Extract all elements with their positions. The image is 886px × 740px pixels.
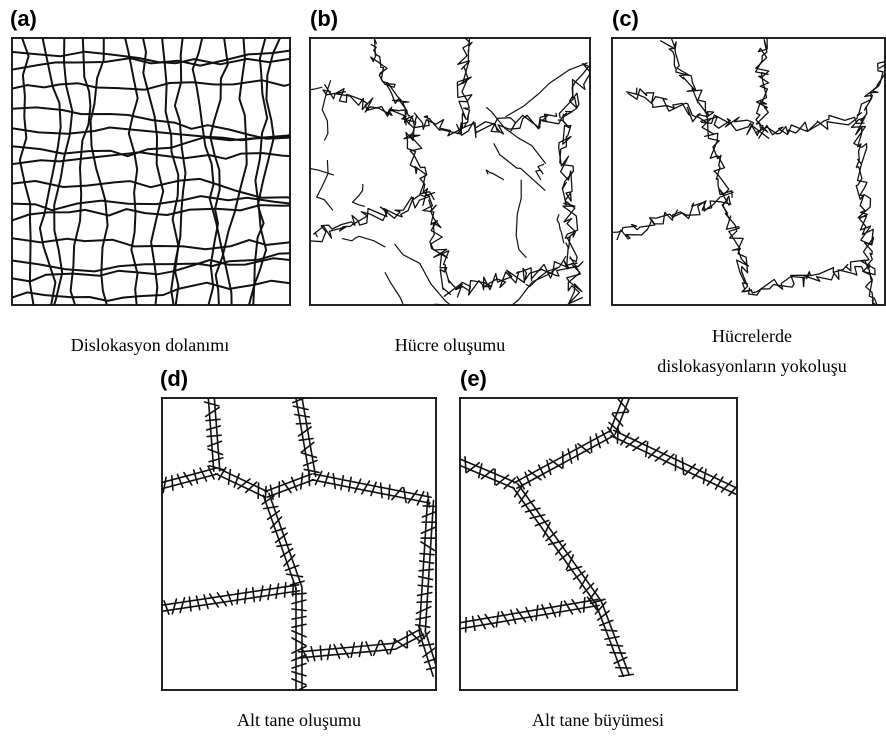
- dislocation-line: [423, 506, 437, 507]
- dislocation-line: [584, 598, 585, 612]
- dislocation-line: [292, 593, 306, 594]
- panel-letter: (e): [460, 366, 487, 391]
- dislocation-line: [435, 304, 485, 332]
- dislocation-line: [616, 668, 631, 669]
- panel-box: [310, 38, 590, 305]
- caption: Hücrelerde: [712, 326, 792, 346]
- panel-box: [162, 398, 436, 690]
- panel-letter: (a): [10, 6, 37, 31]
- dislocation-line: [675, 455, 676, 470]
- dislocation-line: [610, 653, 625, 654]
- dislocation-line: [172, 476, 173, 490]
- figure: (a) (b) (c) (d) (e) Dislokasyon dolanımı…: [0, 0, 886, 740]
- caption: dislokasyonların yokoluşu: [657, 356, 847, 376]
- panel-box: [612, 38, 885, 305]
- panel-letter: (c): [612, 6, 639, 31]
- dislocation-line: [420, 554, 434, 555]
- dislocation-line: [465, 457, 466, 473]
- caption: Hücre oluşumu: [395, 335, 505, 355]
- dislocation-line: [466, 618, 467, 632]
- dislocation-line: [617, 428, 618, 443]
- caption: Alt tane oluşumu: [237, 710, 361, 730]
- dislocation-line: [417, 602, 431, 603]
- caption: Dislokasyon dolanımı: [71, 335, 230, 355]
- caption: Alt tane büyümesi: [532, 710, 664, 730]
- panel-letter: (d): [160, 366, 188, 391]
- dislocation-line: [613, 412, 628, 413]
- panel-letter: (b): [310, 6, 338, 31]
